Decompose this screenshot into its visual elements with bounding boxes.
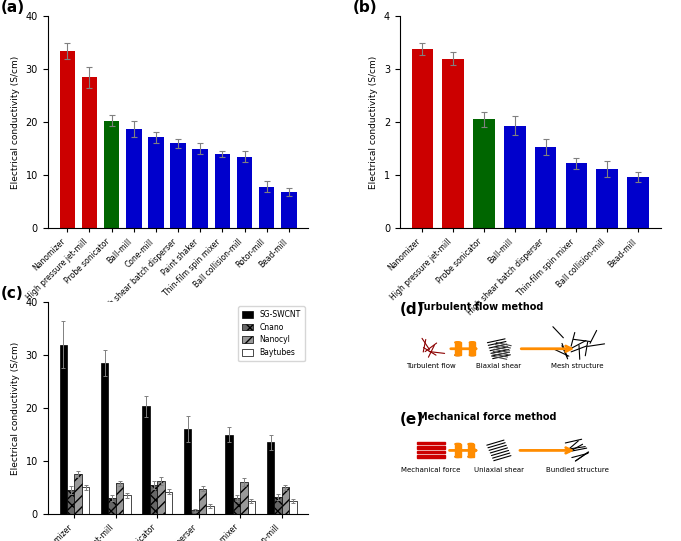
Text: Biaxial shear: Biaxial shear [476,363,522,369]
Y-axis label: Electrical conductivity (S/cm): Electrical conductivity (S/cm) [369,56,378,189]
Bar [455,342,460,355]
Y-axis label: Electrical conductivity (S/cm): Electrical conductivity (S/cm) [11,341,20,474]
Ellipse shape [455,354,460,356]
Bar [225,434,233,514]
Bar [267,443,274,514]
Ellipse shape [455,456,460,458]
Bar [82,487,89,514]
Bar [148,137,163,228]
Ellipse shape [455,342,460,343]
Y-axis label: Electrical conductivity (S/cm): Electrical conductivity (S/cm) [11,56,20,189]
Text: Mechanical force method: Mechanical force method [418,412,556,423]
Text: (b): (b) [353,0,377,15]
Legend: SG-SWCNT, Cnano, Nanocyl, Baytubes: SG-SWCNT, Cnano, Nanocyl, Baytubes [238,306,304,361]
Text: Mechanical force: Mechanical force [401,466,461,473]
Text: (a): (a) [1,0,25,15]
Bar [237,156,252,228]
Bar [184,429,191,514]
Bar [59,345,67,514]
Bar [215,154,230,228]
Bar [259,187,274,228]
Text: Mesh structure: Mesh structure [551,363,603,369]
Polygon shape [417,446,445,448]
Ellipse shape [455,444,460,445]
Bar [455,444,460,457]
Bar [67,490,74,514]
Bar [116,483,123,514]
Bar [411,49,433,228]
Bar [469,342,475,355]
Bar [206,506,214,514]
Bar [468,444,474,457]
Bar [108,498,116,514]
Text: Bundled structure: Bundled structure [545,466,609,473]
Bar [282,487,289,514]
Bar [233,498,240,514]
Ellipse shape [468,456,474,458]
Bar [126,129,142,228]
Polygon shape [417,451,445,453]
Bar [597,169,618,228]
Bar [627,177,649,228]
Text: (e): (e) [400,412,424,427]
Text: (d): (d) [400,302,424,317]
Bar [566,163,587,228]
Bar [82,77,97,228]
Ellipse shape [469,342,475,343]
Bar [165,492,172,514]
Bar [193,149,208,228]
Text: Uniaxial shear: Uniaxial shear [474,466,524,473]
Bar [74,474,82,514]
Bar [157,481,165,514]
Bar [240,482,248,514]
Bar [150,485,157,514]
Bar [248,501,255,514]
Bar [191,510,199,514]
Bar [473,120,495,228]
Text: (c): (c) [1,286,23,301]
Text: Turbulent flow method: Turbulent flow method [418,302,543,312]
Bar [123,496,131,514]
Polygon shape [417,456,445,458]
Bar [59,51,75,228]
Ellipse shape [468,444,474,445]
Bar [535,147,556,228]
Bar [101,363,108,514]
Bar [170,143,186,228]
Bar [289,501,297,514]
Bar [274,497,282,514]
Bar [142,406,150,514]
Bar [281,192,297,228]
Polygon shape [417,441,445,444]
Bar [199,489,206,514]
Bar [104,121,119,228]
Bar [504,126,526,228]
Bar [443,58,464,228]
Ellipse shape [469,354,475,356]
Text: Turbulent flow: Turbulent flow [406,363,456,369]
